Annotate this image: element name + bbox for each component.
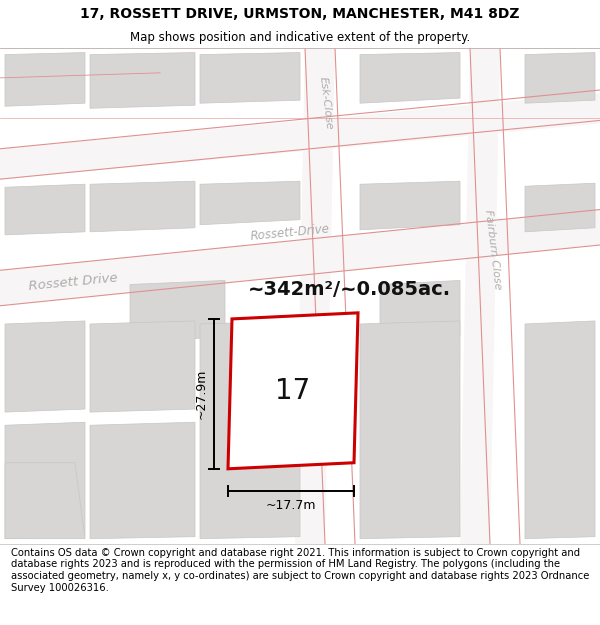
Text: Esk-Close: Esk-Close <box>318 76 334 131</box>
Text: 17, ROSSETT DRIVE, URMSTON, MANCHESTER, M41 8DZ: 17, ROSSETT DRIVE, URMSTON, MANCHESTER, … <box>80 8 520 21</box>
Polygon shape <box>360 52 460 103</box>
Polygon shape <box>295 48 335 544</box>
Text: Fairburn Close: Fairburn Close <box>483 209 503 291</box>
Text: ~342m²/~0.085ac.: ~342m²/~0.085ac. <box>248 279 451 299</box>
Polygon shape <box>525 321 595 539</box>
Polygon shape <box>90 181 195 232</box>
Polygon shape <box>360 181 460 230</box>
Polygon shape <box>380 281 460 339</box>
Text: Rossett Drive: Rossett Drive <box>28 272 118 293</box>
Polygon shape <box>0 93 600 179</box>
Polygon shape <box>200 321 300 539</box>
Text: Contains OS data © Crown copyright and database right 2021. This information is : Contains OS data © Crown copyright and d… <box>11 548 589 592</box>
Polygon shape <box>5 184 85 235</box>
Polygon shape <box>525 183 595 232</box>
Polygon shape <box>5 321 85 412</box>
Polygon shape <box>90 422 195 539</box>
Text: ~27.9m: ~27.9m <box>195 369 208 419</box>
Polygon shape <box>130 281 225 341</box>
Polygon shape <box>90 321 195 412</box>
Polygon shape <box>200 181 300 225</box>
Text: Map shows position and indicative extent of the property.: Map shows position and indicative extent… <box>130 31 470 44</box>
Polygon shape <box>228 313 358 469</box>
Polygon shape <box>0 209 600 306</box>
Polygon shape <box>525 52 595 103</box>
Polygon shape <box>5 52 85 106</box>
Polygon shape <box>5 422 85 539</box>
Text: Rossett-Drive: Rossett-Drive <box>250 222 331 243</box>
Text: ~17.7m: ~17.7m <box>266 499 316 512</box>
Polygon shape <box>460 48 500 544</box>
Polygon shape <box>90 52 195 108</box>
Text: 17: 17 <box>275 377 311 405</box>
Polygon shape <box>200 52 300 103</box>
Polygon shape <box>360 321 460 539</box>
Polygon shape <box>5 462 85 539</box>
